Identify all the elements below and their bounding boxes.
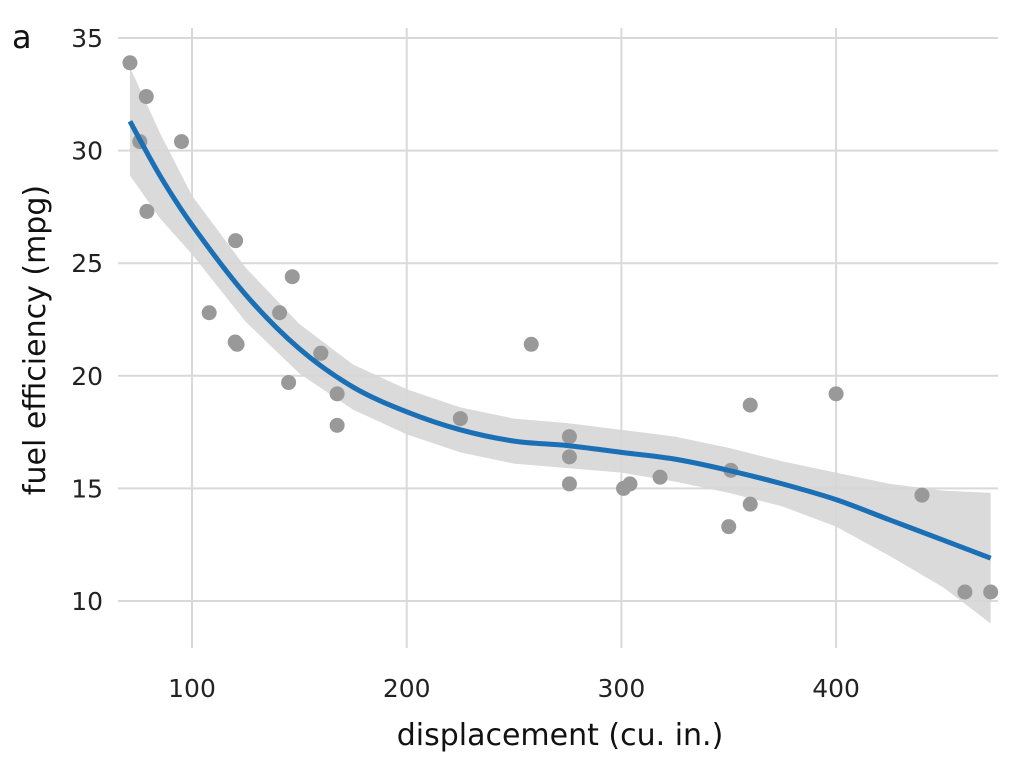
- data-point: [139, 203, 155, 219]
- data-point: [957, 584, 973, 600]
- y-tick-label: 35: [71, 24, 103, 53]
- data-point: [229, 336, 245, 352]
- data-point: [284, 269, 300, 285]
- data-point: [272, 305, 288, 321]
- data-point: [914, 487, 930, 503]
- x-axis-label: displacement (cu. in.): [397, 718, 724, 753]
- x-tick-label: 300: [598, 674, 646, 703]
- data-point: [138, 89, 154, 105]
- x-tick-label: 200: [383, 674, 431, 703]
- data-point: [228, 233, 244, 249]
- data-point: [561, 449, 577, 465]
- ticks-group: 100 200 300 400 10 15 20 25 30 35: [71, 24, 860, 703]
- data-point: [329, 386, 345, 402]
- x-tick-label: 100: [168, 674, 216, 703]
- y-tick-label: 15: [71, 474, 103, 503]
- data-point: [281, 375, 297, 391]
- x-tick-label: 400: [812, 674, 860, 703]
- y-tick-label: 25: [71, 249, 103, 278]
- data-point: [201, 305, 217, 321]
- data-point: [561, 476, 577, 492]
- data-point: [652, 469, 668, 485]
- points-group: [122, 55, 999, 600]
- data-point: [616, 480, 632, 496]
- y-axis-label: fuel efficiency (mpg): [18, 185, 53, 495]
- data-point: [452, 411, 468, 427]
- data-point: [742, 397, 758, 413]
- data-point: [173, 134, 189, 150]
- y-tick-label: 30: [71, 137, 103, 166]
- panel-label: a: [12, 18, 32, 56]
- data-point: [523, 336, 539, 352]
- data-point: [742, 496, 758, 512]
- data-point: [721, 519, 737, 535]
- smooth-fit-line: [127, 120, 992, 561]
- grid: [118, 28, 998, 648]
- data-point: [983, 584, 999, 600]
- data-point: [329, 417, 345, 433]
- y-tick-label: 10: [71, 587, 103, 616]
- data-point: [122, 55, 138, 71]
- data-point: [313, 345, 329, 361]
- y-tick-label: 20: [71, 362, 103, 391]
- data-point: [561, 429, 577, 445]
- smooth-line-group: [127, 120, 992, 561]
- data-point: [828, 386, 844, 402]
